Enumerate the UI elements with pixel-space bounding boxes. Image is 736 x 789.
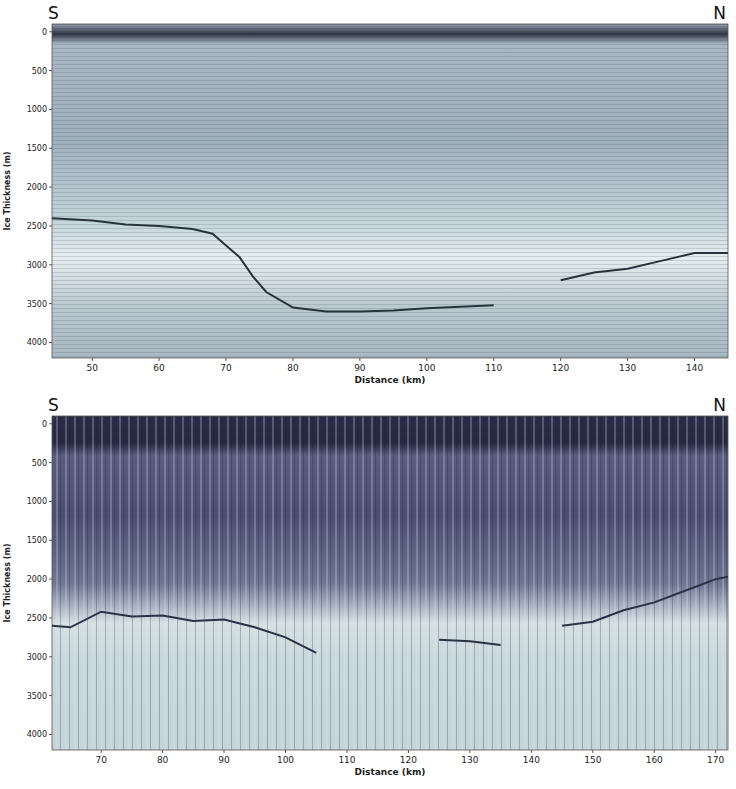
y-tick — [49, 617, 52, 618]
direction-label: N — [713, 3, 726, 23]
x-tick-label: 100 — [277, 755, 294, 765]
y-tick — [49, 656, 52, 657]
y-tick — [49, 540, 52, 541]
x-tick — [285, 750, 286, 753]
x-tick — [592, 750, 593, 753]
y-tick — [49, 423, 52, 424]
y-tick — [49, 70, 52, 71]
x-tick-label: 160 — [646, 755, 663, 765]
y-tick-label: 4000 — [27, 338, 47, 347]
x-tick-label: 70 — [220, 363, 232, 373]
y-tick — [49, 264, 52, 265]
x-tick — [654, 750, 655, 753]
x-tick-label: 110 — [338, 755, 355, 765]
y-tick — [49, 734, 52, 735]
x-tick — [408, 750, 409, 753]
y-tick-label: 2000 — [27, 183, 47, 192]
x-tick-label: 130 — [619, 363, 636, 373]
y-tick-label: 3500 — [27, 300, 47, 309]
y-tick — [49, 187, 52, 188]
x-tick — [715, 750, 716, 753]
y-tick-label: 1000 — [27, 497, 47, 506]
series-group — [52, 218, 728, 311]
direction-label: N — [713, 395, 726, 415]
echogram-texture — [52, 416, 728, 750]
x-tick — [292, 358, 293, 361]
y-tick-label: 2500 — [27, 222, 47, 231]
bed-reflector — [52, 577, 728, 653]
x-tick — [493, 358, 494, 361]
x-tick — [162, 750, 163, 753]
echogram-background — [52, 416, 728, 750]
x-tick-label: 80 — [157, 755, 169, 765]
plot-frame — [52, 24, 728, 358]
echogram-background — [52, 24, 728, 358]
x-tick-label: 120 — [400, 755, 417, 765]
x-tick — [531, 750, 532, 753]
x-axis-title: Distance (km) — [355, 767, 426, 777]
y-tick-label: 1500 — [27, 536, 47, 545]
direction-label: S — [48, 395, 59, 415]
x-tick — [694, 358, 695, 361]
x-tick — [426, 358, 427, 361]
x-tick-label: 70 — [95, 755, 107, 765]
x-tick — [101, 750, 102, 753]
y-tick — [49, 695, 52, 696]
x-tick — [359, 358, 360, 361]
x-tick-label: 50 — [86, 363, 98, 373]
series-group — [52, 577, 728, 653]
x-tick — [627, 358, 628, 361]
y-tick — [49, 225, 52, 226]
y-axis-title: Ice Thickness (m) — [3, 152, 12, 231]
x-tick-label: 140 — [523, 755, 540, 765]
direction-label: S — [48, 3, 59, 23]
panel: 50 60 70 80 90 100 110 120 130 140 0 500 1000 1500 200… — [3, 3, 728, 385]
x-tick-label: 140 — [686, 363, 703, 373]
bed-reflector — [52, 218, 728, 311]
y-tick-label: 3500 — [27, 692, 47, 701]
x-tick — [224, 750, 225, 753]
y-tick-label: 0 — [42, 420, 47, 429]
x-tick-label: 80 — [287, 363, 299, 373]
x-tick-label: 60 — [153, 363, 165, 373]
y-tick — [49, 109, 52, 110]
y-tick — [49, 303, 52, 304]
echogram-texture — [52, 24, 728, 358]
y-tick-label: 3000 — [27, 261, 47, 270]
y-tick-label: 1000 — [27, 105, 47, 114]
y-tick-label: 4000 — [27, 730, 47, 739]
y-tick — [49, 148, 52, 149]
x-tick-label: 100 — [418, 363, 435, 373]
x-tick — [346, 750, 347, 753]
panel: 70 80 90 100 110 120 130 140 150 160 170 0 500 1000 15… — [3, 395, 728, 777]
x-tick-label: 150 — [584, 755, 601, 765]
x-tick-label: 130 — [461, 755, 478, 765]
y-tick — [49, 462, 52, 463]
y-tick-label: 3000 — [27, 653, 47, 662]
figure: 5060708090100110120130140050010001500200… — [0, 0, 736, 789]
y-axis-title: Ice Thickness (m) — [3, 544, 12, 623]
y-tick — [49, 579, 52, 580]
y-tick-label: 0 — [42, 28, 47, 37]
y-tick-label: 2500 — [27, 614, 47, 623]
y-tick — [49, 501, 52, 502]
x-tick — [469, 750, 470, 753]
x-tick-label: 110 — [485, 363, 502, 373]
y-tick-label: 500 — [32, 459, 47, 468]
x-tick-label: 90 — [354, 363, 366, 373]
x-axis-title: Distance (km) — [355, 375, 426, 385]
x-tick — [560, 358, 561, 361]
x-tick-label: 170 — [707, 755, 724, 765]
x-tick — [159, 358, 160, 361]
plot-frame — [52, 416, 728, 750]
y-tick — [49, 342, 52, 343]
x-tick-label: 90 — [218, 755, 230, 765]
y-tick-label: 2000 — [27, 575, 47, 584]
y-tick-label: 500 — [32, 67, 47, 76]
x-tick-label: 120 — [552, 363, 569, 373]
y-tick-label: 1500 — [27, 144, 47, 153]
x-tick — [226, 358, 227, 361]
y-tick — [49, 31, 52, 32]
x-tick — [92, 358, 93, 361]
